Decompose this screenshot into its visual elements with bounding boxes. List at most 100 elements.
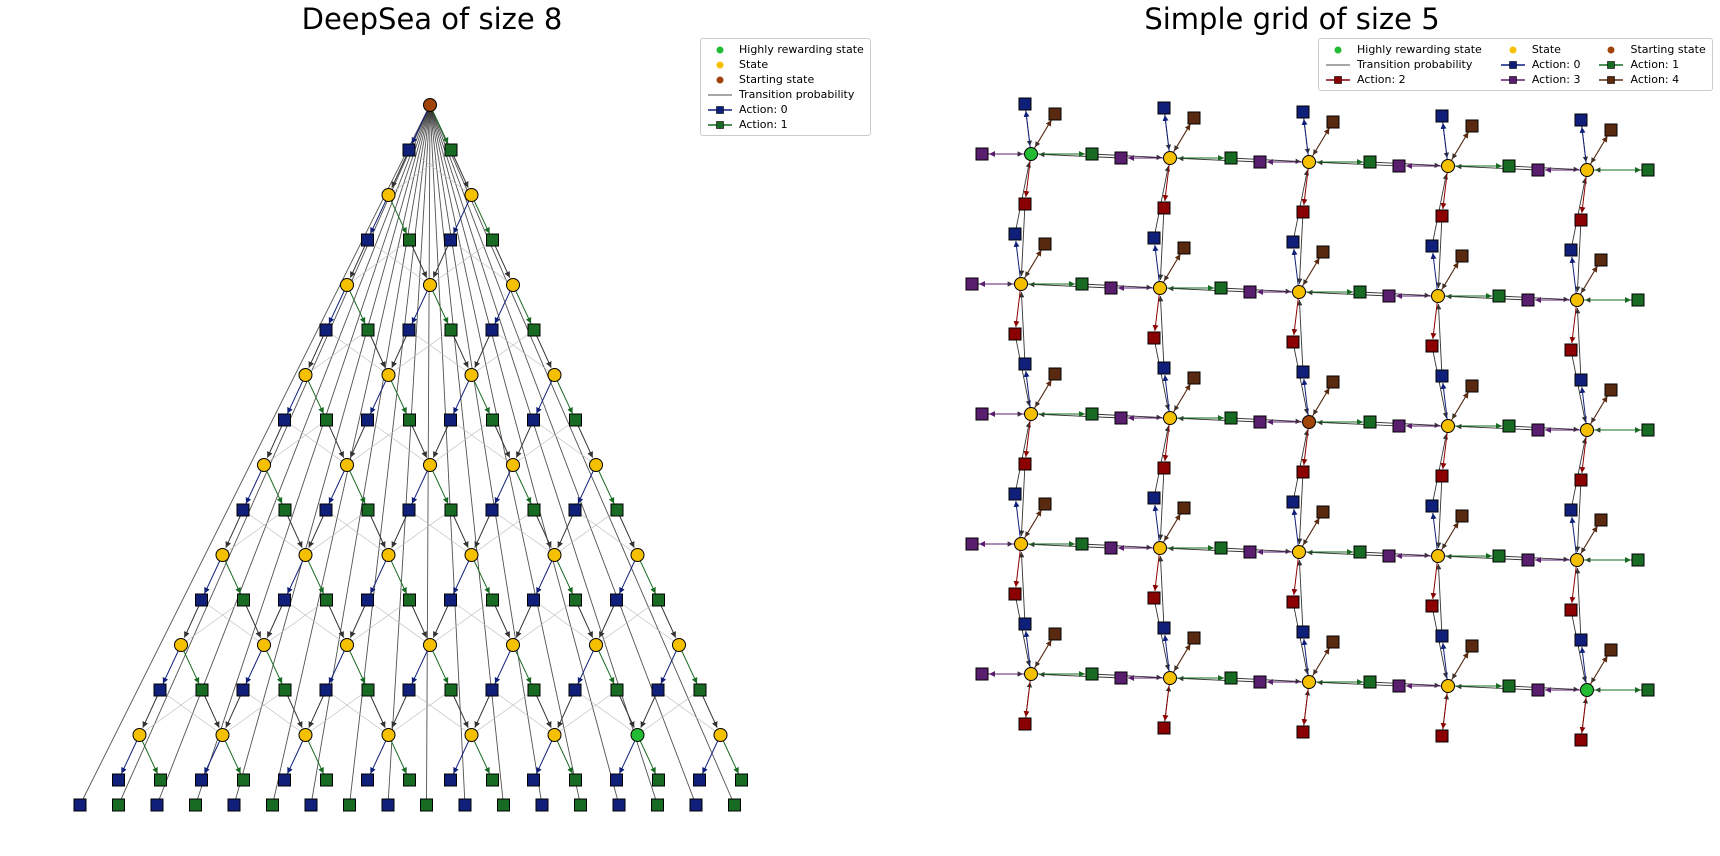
rewarding-state-node bbox=[630, 728, 645, 742]
state-node bbox=[381, 188, 396, 202]
legend-label: Action: 0 bbox=[739, 103, 788, 116]
action-node bbox=[1363, 675, 1377, 689]
action-edge bbox=[263, 644, 283, 684]
action-node bbox=[1641, 163, 1655, 177]
action-node bbox=[1382, 289, 1396, 303]
action-node bbox=[1465, 379, 1479, 393]
transition-edge bbox=[1018, 203, 1026, 277]
action-node bbox=[1641, 683, 1655, 697]
action-node bbox=[1353, 545, 1367, 559]
action-node bbox=[1604, 383, 1618, 397]
action-node bbox=[278, 413, 291, 427]
action-node bbox=[486, 233, 499, 247]
transition-edge bbox=[1435, 563, 1443, 637]
action-edge bbox=[429, 284, 449, 324]
transition-edge bbox=[367, 239, 431, 286]
terminal-action-node bbox=[304, 798, 318, 812]
action-node bbox=[652, 773, 665, 787]
action-node bbox=[402, 143, 416, 157]
action-edge bbox=[1301, 681, 1310, 726]
action-node bbox=[153, 683, 167, 697]
action-node bbox=[1392, 419, 1406, 433]
action-edge bbox=[554, 734, 573, 774]
action-node bbox=[444, 143, 458, 157]
transition-edge bbox=[554, 509, 618, 556]
transition-edge bbox=[471, 509, 535, 556]
action-edge bbox=[245, 464, 265, 504]
action-edge bbox=[536, 554, 555, 594]
action-node bbox=[485, 683, 499, 697]
transition-edge bbox=[408, 509, 472, 556]
action-node bbox=[236, 683, 250, 697]
state-node bbox=[1580, 163, 1594, 177]
terminal-action-node bbox=[73, 798, 87, 812]
action-node bbox=[975, 147, 989, 161]
action-node bbox=[527, 413, 540, 427]
action-edge bbox=[370, 374, 389, 414]
state-node bbox=[713, 728, 728, 742]
legend-label: Transition probability bbox=[739, 88, 855, 101]
action-node bbox=[1075, 537, 1089, 551]
action-edge bbox=[1013, 240, 1022, 285]
transition-edge bbox=[388, 509, 452, 556]
action-edge bbox=[471, 554, 490, 594]
state-node bbox=[1570, 293, 1584, 307]
action-edge bbox=[595, 644, 615, 684]
action-node bbox=[1296, 625, 1310, 639]
grid-title: Simple grid of size 5 bbox=[1144, 2, 1440, 36]
action-edge bbox=[1430, 295, 1439, 340]
transition-edge bbox=[310, 104, 431, 806]
action-edge bbox=[1430, 555, 1439, 600]
transition-edge bbox=[1435, 303, 1443, 377]
state-node bbox=[1441, 159, 1455, 173]
state-node bbox=[547, 548, 562, 562]
action-node bbox=[610, 593, 623, 607]
action-node bbox=[1114, 411, 1128, 425]
state-node bbox=[672, 638, 686, 652]
action-node bbox=[1008, 487, 1022, 501]
action-node bbox=[1296, 105, 1310, 119]
action-node bbox=[278, 683, 292, 697]
action-node bbox=[1296, 725, 1310, 739]
action-node bbox=[1286, 495, 1300, 509]
action-node bbox=[319, 683, 333, 697]
action-edge bbox=[429, 104, 449, 144]
action-node bbox=[1594, 253, 1608, 267]
action-edge bbox=[1162, 417, 1171, 462]
state-node bbox=[257, 458, 271, 472]
legend-label: Action: 2 bbox=[1357, 73, 1406, 86]
transition-edge bbox=[429, 239, 493, 286]
grid-graph bbox=[965, 97, 1655, 747]
action-edge bbox=[512, 644, 532, 684]
legend-square-icon bbox=[708, 105, 732, 114]
action-node bbox=[1435, 369, 1449, 383]
terminal-action-node bbox=[343, 798, 356, 812]
action-node bbox=[1157, 621, 1171, 635]
action-node bbox=[1253, 155, 1267, 169]
state-node bbox=[589, 458, 603, 472]
transition-edge bbox=[367, 599, 431, 646]
action-node bbox=[527, 503, 541, 517]
action-edge bbox=[453, 374, 472, 414]
transition-edge bbox=[1157, 467, 1165, 541]
transition-edge bbox=[388, 329, 452, 376]
action-edge bbox=[388, 554, 407, 594]
terminal-action-node bbox=[497, 798, 510, 812]
action-node bbox=[1008, 227, 1022, 241]
state-node bbox=[1292, 285, 1306, 299]
action-node bbox=[527, 323, 541, 337]
transition-edge bbox=[156, 104, 431, 806]
action-node bbox=[1243, 545, 1257, 559]
action-node bbox=[1048, 627, 1062, 641]
action-node bbox=[693, 683, 707, 697]
action-edge bbox=[1579, 646, 1588, 691]
state-node bbox=[1014, 277, 1028, 291]
action-node bbox=[1286, 235, 1300, 249]
action-node bbox=[361, 323, 375, 337]
action-edge bbox=[720, 734, 739, 774]
state-node bbox=[547, 368, 562, 382]
action-edge bbox=[1152, 504, 1161, 549]
action-node bbox=[1465, 639, 1479, 653]
action-edge bbox=[204, 734, 223, 774]
action-node bbox=[1316, 505, 1330, 519]
